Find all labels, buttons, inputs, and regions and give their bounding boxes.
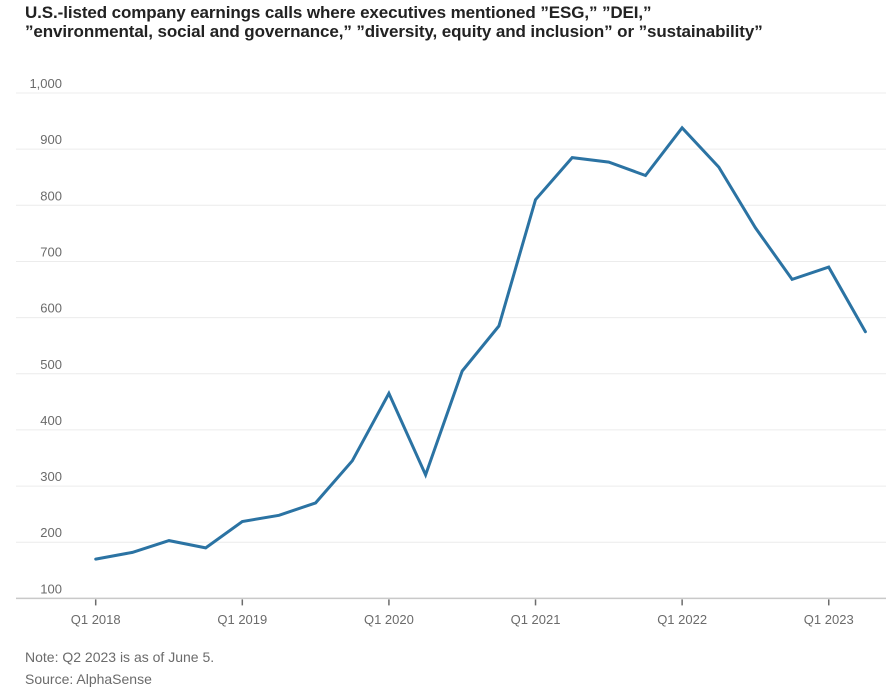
chart-title-line1: U.S.-listed company earnings calls where… (25, 3, 652, 22)
x-axis-label-Q1-2019: Q1 2019 (217, 612, 267, 627)
y-axis-label-900: 900 (40, 132, 62, 147)
chart-title: U.S.-listed company earnings calls where… (25, 3, 885, 41)
chart-note: Note: Q2 2023 is as of June 5. (25, 649, 215, 665)
chart-title-line2: ”environmental, social and governance,” … (25, 22, 763, 41)
esg-mentions-data-line (94, 125, 867, 561)
y-axis-label-600: 600 (40, 301, 62, 316)
x-axis-label-Q1-2021: Q1 2021 (511, 612, 561, 627)
x-axis-label-Q1-2022: Q1 2022 (657, 612, 707, 627)
x-axis-label-Q1-2023: Q1 2023 (804, 612, 854, 627)
y-axis-label-100: 100 (40, 581, 62, 596)
x-axis-label-Q1-2018: Q1 2018 (71, 612, 121, 627)
y-axis-label-200: 200 (40, 525, 62, 540)
y-axis-label-500: 500 (40, 357, 62, 372)
y-axis-label-700: 700 (40, 244, 62, 259)
y-axis-label-1000: 1,000 (29, 76, 62, 91)
y-axis-label-300: 300 (40, 469, 62, 484)
x-axis-label-Q1-2020: Q1 2020 (364, 612, 414, 627)
line-chart: 100 200 300 400 500 600 700 800 900 1,000 Q1 2018 Q… (16, 76, 886, 627)
y-axis-label-800: 800 (40, 188, 62, 203)
chart-source: Source: AlphaSense (25, 671, 152, 687)
y-axis-label-400: 400 (40, 413, 62, 428)
